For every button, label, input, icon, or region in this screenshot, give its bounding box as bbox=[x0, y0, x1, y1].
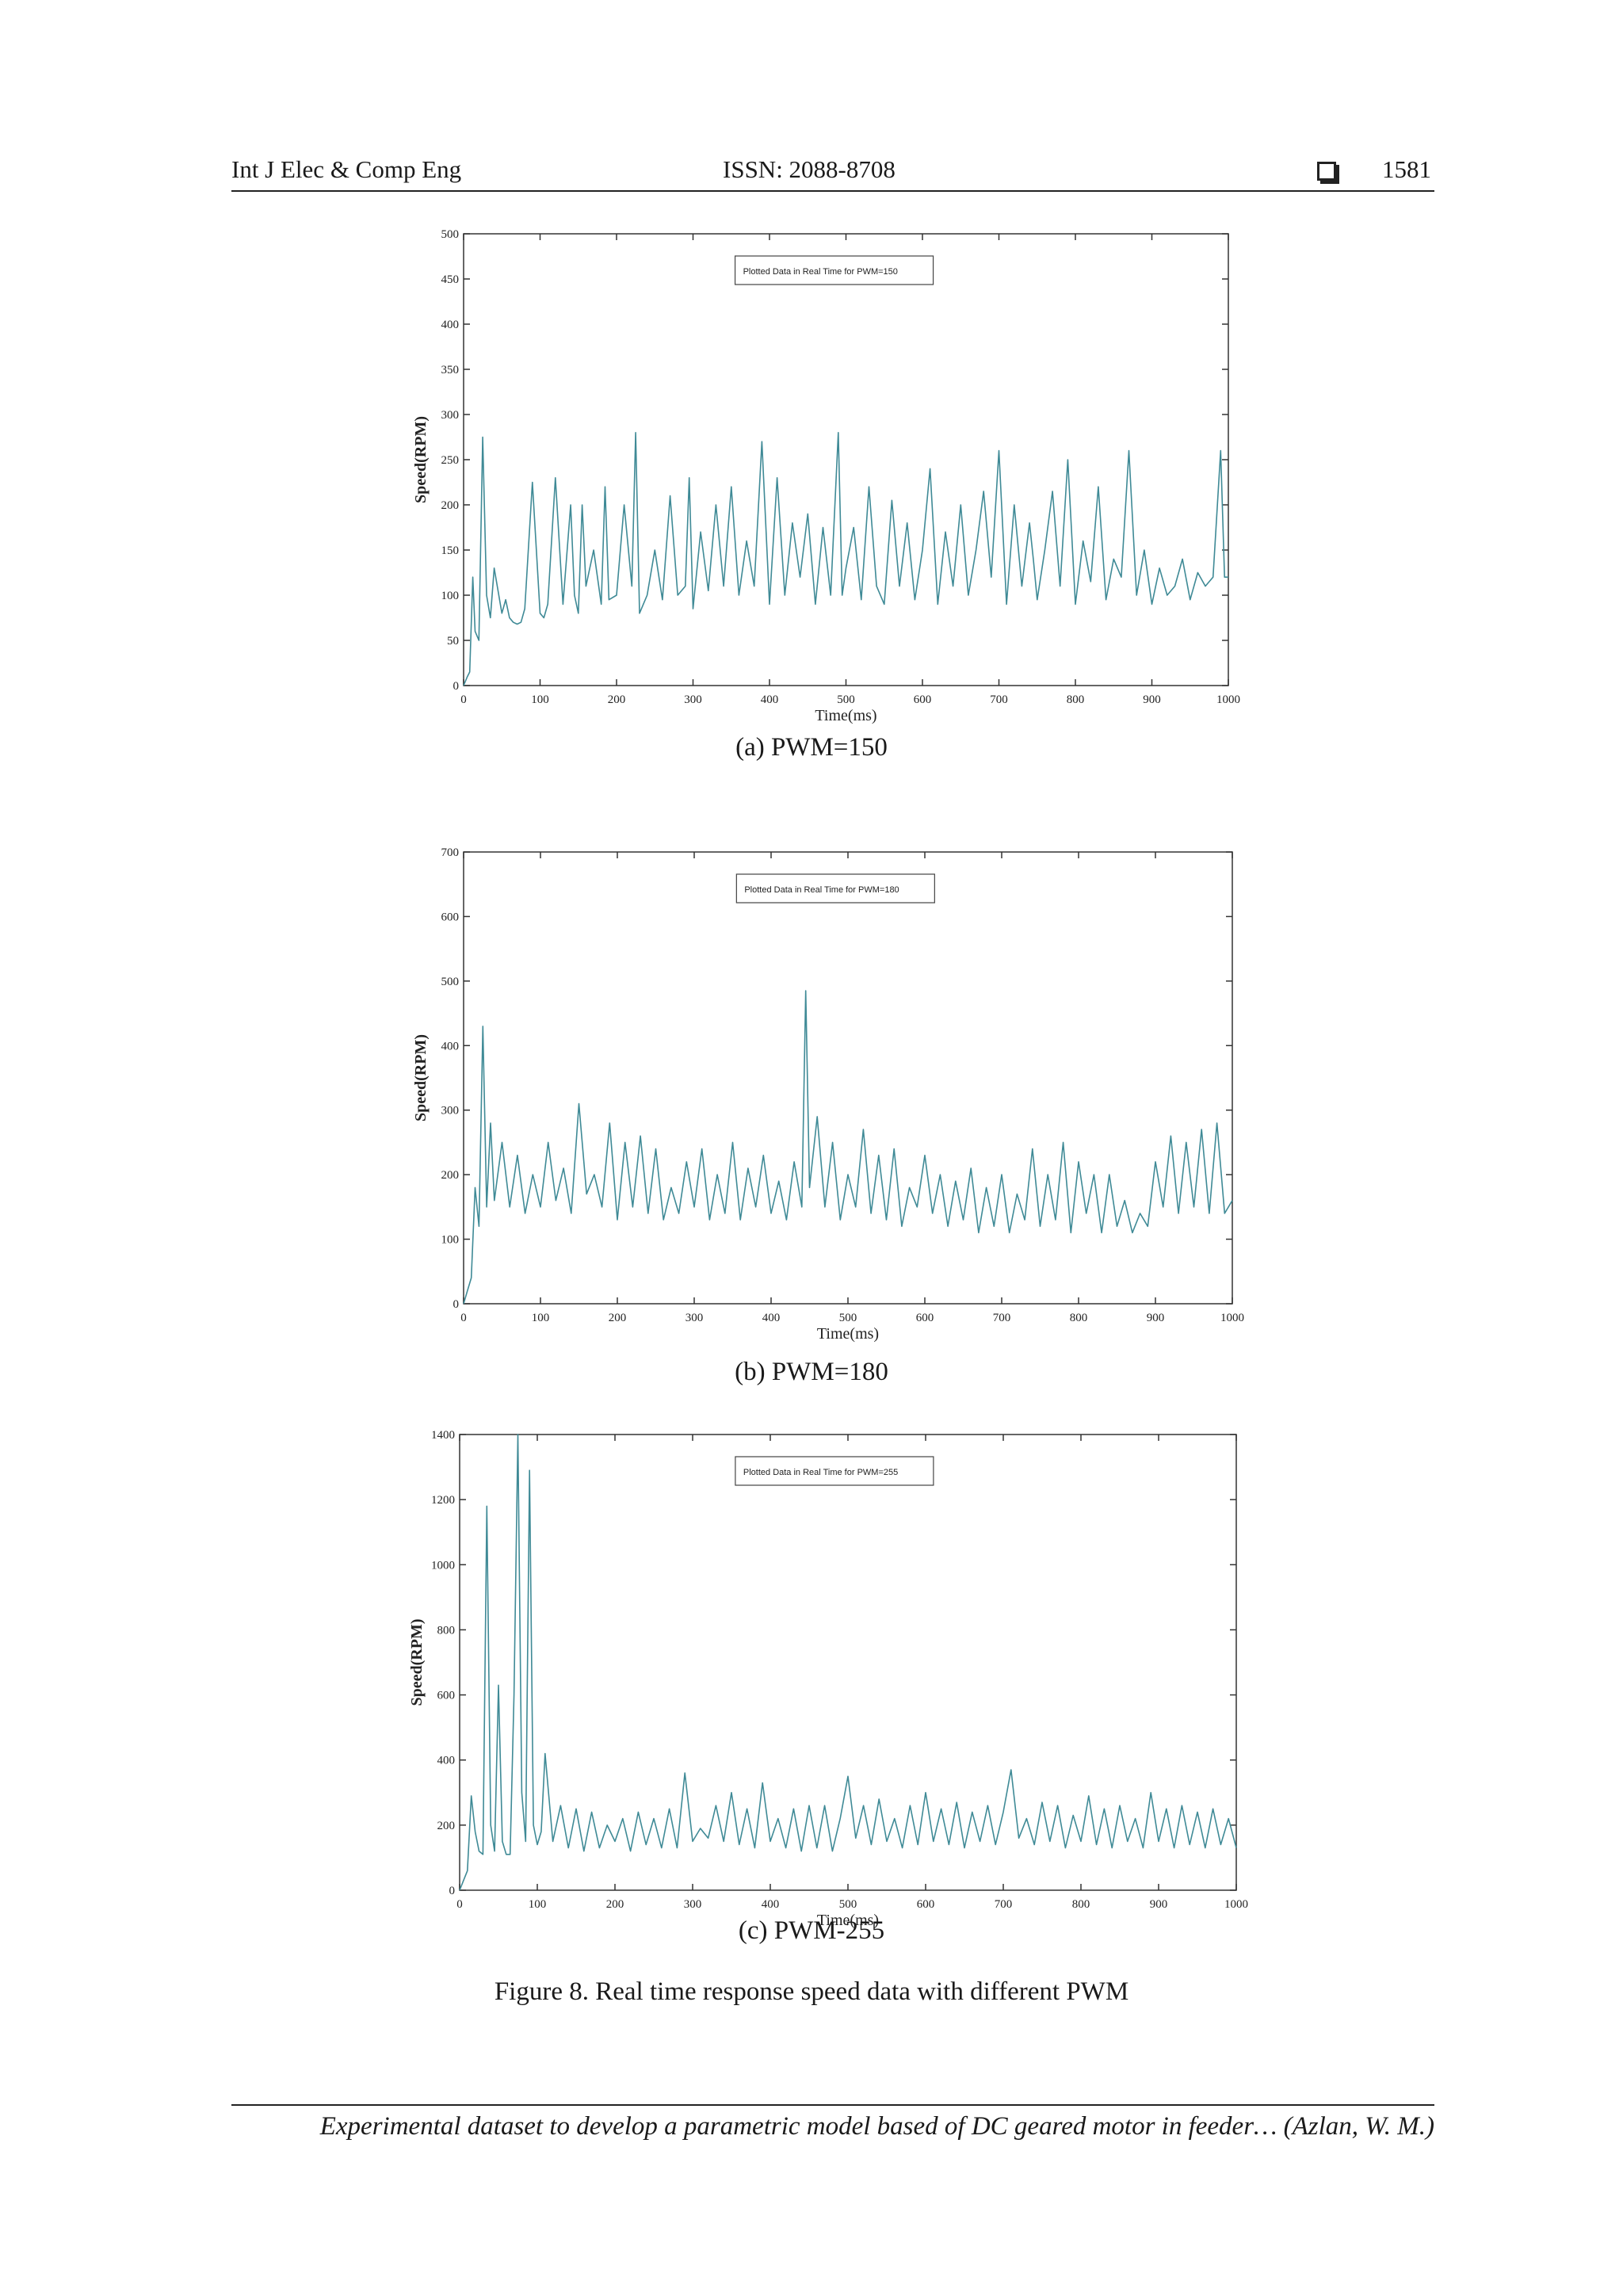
y-tick-label: 400 bbox=[441, 1040, 460, 1052]
x-tick-label: 600 bbox=[914, 693, 932, 706]
square-bullet-icon bbox=[1317, 162, 1336, 181]
x-tick-label: 400 bbox=[761, 693, 779, 706]
caption-pwm-180: (b) PWM=180 bbox=[735, 1358, 888, 1386]
y-tick-label: 400 bbox=[441, 319, 460, 331]
x-tick-label: 500 bbox=[839, 1898, 857, 1911]
y-tick-label: 400 bbox=[437, 1755, 456, 1767]
data-series-line bbox=[463, 432, 1228, 686]
x-tick-label: 700 bbox=[993, 1312, 1011, 1324]
legend-box bbox=[735, 873, 935, 904]
x-tick-label: 500 bbox=[837, 693, 855, 706]
x-tick-label: 800 bbox=[1067, 693, 1085, 706]
legend-label: Plotted Data in Real Time for PWM=255 bbox=[743, 1468, 898, 1477]
x-tick-label: 700 bbox=[995, 1898, 1013, 1911]
x-tick-label: 100 bbox=[531, 693, 549, 706]
plot-area bbox=[463, 233, 1229, 686]
chart-pwm-180: 0 100 200 300 400 500 600 700 800 900 1000 0 100 200 3… bbox=[412, 846, 1244, 1343]
x-tick-label: 900 bbox=[1143, 693, 1161, 706]
y-tick-label: 700 bbox=[441, 846, 460, 859]
page-footer: Experimental dataset to develop a parame… bbox=[231, 2104, 1434, 2141]
x-tick-label: 300 bbox=[685, 1312, 704, 1324]
y-tick-label: 600 bbox=[441, 911, 460, 923]
y-tick-label: 500 bbox=[441, 228, 460, 241]
plot-area bbox=[463, 851, 1233, 1305]
x-tick-label: 800 bbox=[1070, 1312, 1088, 1324]
x-axis-label: Time(ms) bbox=[817, 1325, 879, 1343]
x-tick-label: 1000 bbox=[1216, 693, 1240, 706]
y-axis-label: Speed(RPM) bbox=[408, 1619, 426, 1706]
x-tick-label: 500 bbox=[839, 1312, 857, 1324]
y-tick-label: 800 bbox=[437, 1624, 456, 1637]
chart-pwm-255: 0 100 200 300 400 500 600 700 800 900 1000 0 200 400 6… bbox=[408, 1429, 1248, 1929]
y-tick-label: 1200 bbox=[431, 1494, 455, 1507]
x-tick-label: 400 bbox=[762, 1898, 780, 1911]
issn-label: ISSN: 2088-8708 bbox=[723, 155, 896, 183]
x-tick-label: 600 bbox=[917, 1898, 935, 1911]
journal-name: Int J Elec & Comp Eng bbox=[231, 155, 462, 183]
x-axis-label: Time(ms) bbox=[815, 707, 876, 724]
x-tick-label: 1000 bbox=[1220, 1312, 1244, 1324]
x-tick-label: 200 bbox=[609, 1312, 627, 1324]
y-axis-label: Speed(RPM) bbox=[412, 416, 430, 503]
caption-pwm-255: (c) PWM-255 bbox=[738, 1916, 885, 1945]
legend-label: Plotted Data in Real Time for PWM=180 bbox=[744, 885, 899, 895]
legend-label: Plotted Data in Real Time for PWM=150 bbox=[743, 267, 898, 277]
y-tick-label: 450 bbox=[441, 273, 460, 286]
y-tick-label: 600 bbox=[437, 1690, 456, 1702]
x-tick-label: 900 bbox=[1147, 1312, 1165, 1324]
y-tick-label: 200 bbox=[441, 1169, 460, 1182]
x-tick-label: 0 bbox=[460, 1312, 467, 1324]
y-tick-label: 300 bbox=[441, 1105, 460, 1117]
x-tick-label: 400 bbox=[762, 1312, 781, 1324]
chart-pwm-150: 0 100 200 300 400 500 600 700 800 900 1000 0 50 100 15… bbox=[412, 228, 1240, 724]
y-tick-label: 300 bbox=[441, 409, 460, 422]
x-tick-label: 200 bbox=[608, 693, 626, 706]
y-tick-label: 100 bbox=[441, 1234, 460, 1247]
x-tick-label: 600 bbox=[916, 1312, 934, 1324]
x-tick-label: 200 bbox=[606, 1898, 624, 1911]
y-tick-label: 1000 bbox=[431, 1559, 455, 1572]
data-series-line bbox=[459, 1434, 1237, 1891]
x-tick-label: 100 bbox=[532, 1312, 550, 1324]
y-tick-label: 1400 bbox=[431, 1429, 455, 1442]
y-tick-label: 0 bbox=[449, 1885, 456, 1897]
x-tick-label: 900 bbox=[1150, 1898, 1168, 1911]
y-tick-label: 0 bbox=[453, 680, 460, 693]
y-tick-label: 350 bbox=[441, 364, 460, 376]
y-tick-label: 250 bbox=[441, 454, 460, 467]
y-axis-label: Speed(RPM) bbox=[412, 1034, 430, 1121]
y-tick-label: 200 bbox=[437, 1820, 456, 1832]
legend-box bbox=[735, 1456, 934, 1486]
x-tick-label: 300 bbox=[684, 1898, 702, 1911]
x-tick-label: 100 bbox=[529, 1898, 547, 1911]
x-tick-label: 1000 bbox=[1224, 1898, 1248, 1911]
x-tick-label: 700 bbox=[990, 693, 1008, 706]
legend-box bbox=[734, 255, 934, 285]
y-tick-label: 150 bbox=[441, 544, 460, 557]
y-tick-label: 50 bbox=[447, 635, 459, 648]
x-tick-label: 0 bbox=[460, 693, 467, 706]
y-tick-label: 500 bbox=[441, 976, 460, 988]
page-header: Int J Elec & Comp Eng ISSN: 2088-8708 15… bbox=[231, 152, 1434, 192]
x-tick-label: 300 bbox=[684, 693, 702, 706]
caption-pwm-150: (a) PWM=150 bbox=[735, 733, 888, 762]
y-tick-label: 100 bbox=[441, 590, 460, 602]
data-series-line bbox=[463, 990, 1233, 1305]
figure-caption: Figure 8. Real time response speed data … bbox=[494, 1977, 1129, 2006]
x-axis-label: Time(ms) bbox=[817, 1912, 879, 1929]
y-tick-label: 0 bbox=[453, 1298, 460, 1311]
y-tick-label: 200 bbox=[441, 499, 460, 512]
x-tick-label: 0 bbox=[456, 1898, 463, 1911]
x-tick-label: 800 bbox=[1072, 1898, 1090, 1911]
plot-area bbox=[459, 1434, 1237, 1891]
page-number: 1581 bbox=[1382, 155, 1431, 183]
